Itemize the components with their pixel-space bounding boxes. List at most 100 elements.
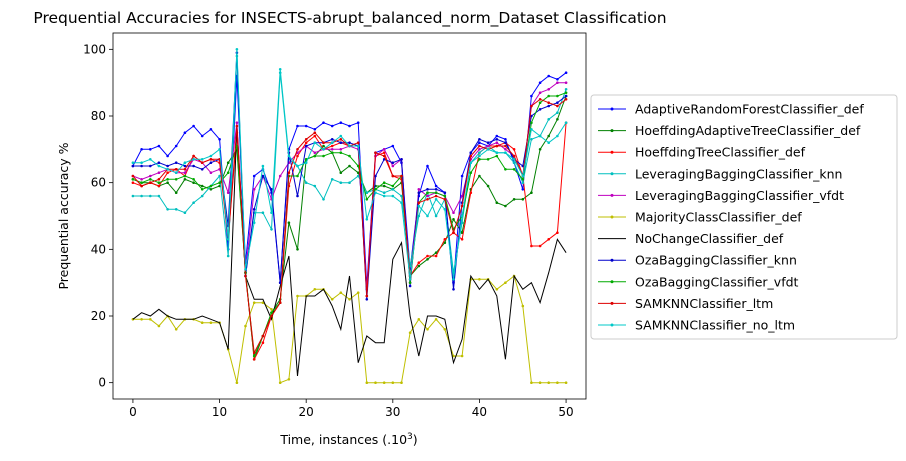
series-point xyxy=(443,198,447,201)
series-point xyxy=(382,184,386,188)
series-point xyxy=(460,214,464,218)
series-point xyxy=(140,148,143,151)
series-point xyxy=(504,138,507,141)
series-point xyxy=(382,381,386,385)
series-point xyxy=(235,48,239,51)
series-point xyxy=(434,184,438,188)
series-point xyxy=(469,191,473,194)
series-point xyxy=(131,178,135,181)
series-point xyxy=(504,168,507,171)
x-tick-label: 20 xyxy=(299,405,314,419)
series-point xyxy=(521,181,525,184)
series-point xyxy=(356,121,360,124)
series-point xyxy=(382,191,386,194)
legend-entry: AdaptiveRandomForestClassifier_def xyxy=(635,102,864,117)
series-point xyxy=(391,144,395,148)
series-point xyxy=(166,208,169,211)
series-point xyxy=(417,201,421,204)
series-line xyxy=(132,49,567,280)
series-point xyxy=(157,184,161,188)
series-point xyxy=(530,104,533,108)
series-point xyxy=(304,141,308,144)
series-point xyxy=(287,154,291,158)
series-point xyxy=(452,211,455,214)
series-point xyxy=(530,121,533,124)
series-point xyxy=(270,314,273,318)
y-tick-label: 60 xyxy=(91,176,106,190)
series-point xyxy=(226,254,230,258)
series-point xyxy=(209,171,213,174)
series-point xyxy=(244,324,247,328)
series-point xyxy=(200,161,204,164)
series-point xyxy=(339,141,343,144)
series-point xyxy=(564,121,568,124)
series-point xyxy=(547,104,550,108)
legend-entry: SAMKNNClassifier_ltm xyxy=(635,296,773,311)
series-point xyxy=(270,308,273,311)
series-point xyxy=(469,151,473,154)
series-point xyxy=(200,168,204,171)
legend-entry: OzaBaggingClassifier_knn xyxy=(635,253,797,268)
series-point xyxy=(512,148,516,151)
series-point xyxy=(209,128,213,131)
series-point xyxy=(564,81,568,84)
series-point xyxy=(408,284,412,288)
series-point xyxy=(556,381,559,385)
series-point xyxy=(157,194,161,198)
series-point xyxy=(478,278,481,281)
series-point xyxy=(478,141,481,144)
series-point xyxy=(469,171,473,174)
series-point xyxy=(226,171,230,174)
series-point xyxy=(313,184,317,188)
series-point xyxy=(469,154,473,158)
series-point xyxy=(365,381,369,385)
series-point xyxy=(564,94,568,98)
series-point xyxy=(365,294,369,298)
series-point xyxy=(209,321,213,325)
series-point xyxy=(443,208,447,211)
series-point xyxy=(140,181,143,184)
series-point xyxy=(261,211,265,214)
series-point xyxy=(270,188,273,191)
series-point xyxy=(192,164,195,168)
series-point xyxy=(564,381,568,385)
series-point xyxy=(330,148,334,151)
series-point xyxy=(426,198,429,201)
series-point xyxy=(192,124,195,128)
series-point xyxy=(313,141,317,144)
series-point xyxy=(348,141,351,144)
series-point xyxy=(400,381,403,385)
y-tick-label: 40 xyxy=(91,242,106,256)
series-point xyxy=(556,104,559,108)
series-point xyxy=(530,128,533,131)
series-point xyxy=(417,261,421,265)
legend-swatch-marker xyxy=(610,107,614,111)
series-point xyxy=(391,174,395,178)
series-point xyxy=(270,211,273,214)
series-point xyxy=(149,174,152,178)
series-point xyxy=(235,381,239,385)
series-point xyxy=(452,354,455,358)
series-point xyxy=(131,174,135,178)
series-point xyxy=(547,94,550,98)
series-point xyxy=(556,134,559,138)
series-point xyxy=(564,91,568,94)
series-point xyxy=(209,188,213,191)
series-point xyxy=(426,164,429,168)
y-tick-label: 80 xyxy=(91,109,106,123)
series-point xyxy=(322,154,325,158)
series-point xyxy=(209,161,213,164)
series-point xyxy=(252,351,256,355)
series-point xyxy=(443,241,447,244)
series-point xyxy=(192,178,195,181)
series-point xyxy=(166,181,169,184)
series-point xyxy=(478,151,481,154)
series-point xyxy=(252,358,256,361)
series-point xyxy=(304,138,308,141)
series-point xyxy=(149,318,152,321)
series-point xyxy=(149,148,152,151)
series-point xyxy=(382,154,386,158)
series-point xyxy=(417,318,421,321)
legend-swatch-marker xyxy=(610,129,614,133)
series-point xyxy=(252,188,256,191)
